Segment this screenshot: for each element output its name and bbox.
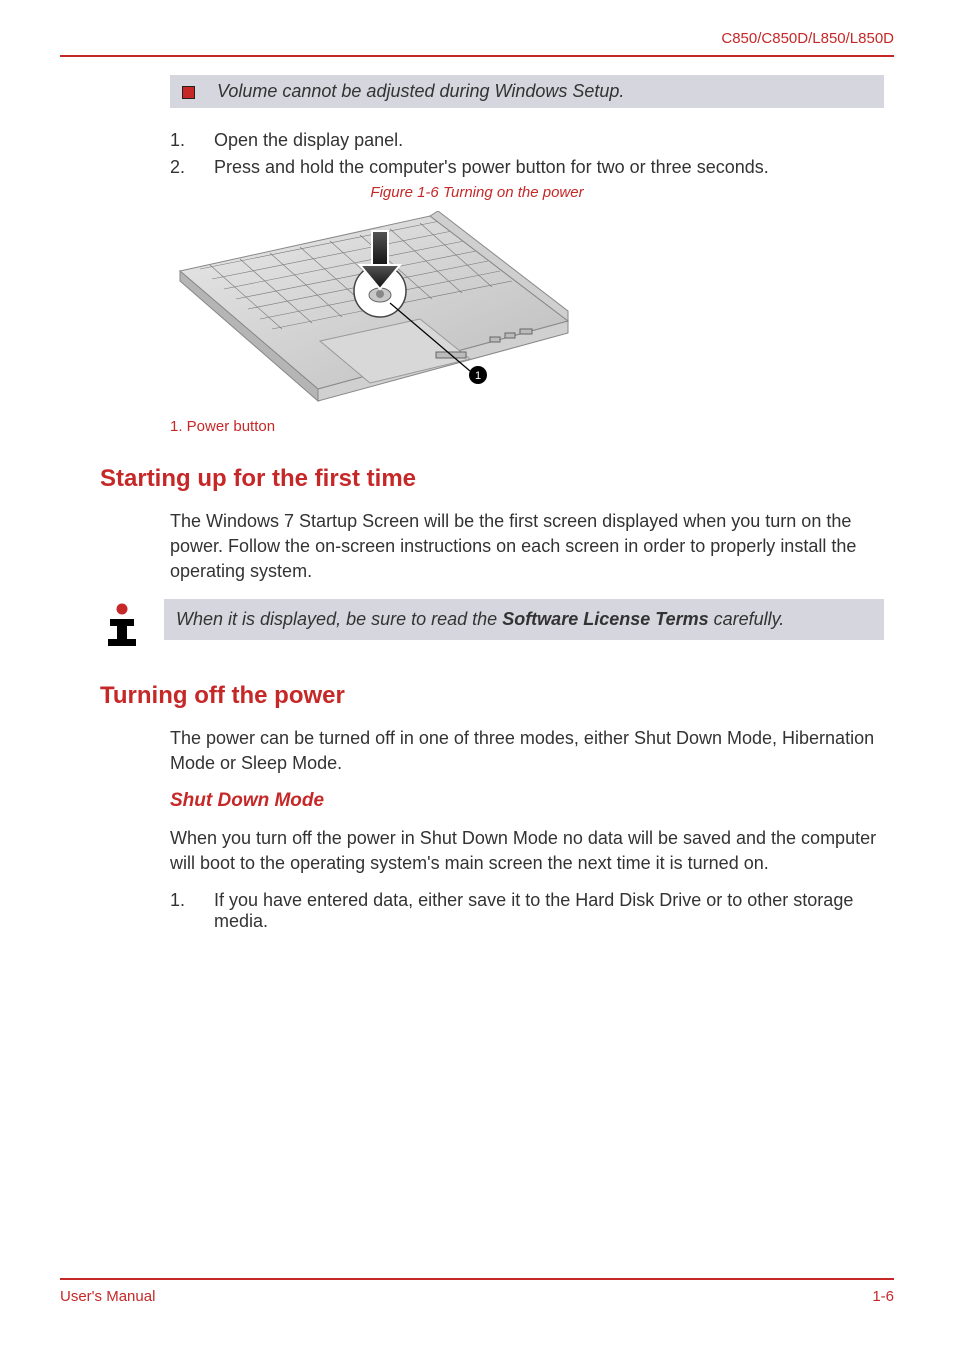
heading-turning-off: Turning off the power — [100, 682, 894, 710]
body-paragraph: The power can be turned off in one of th… — [170, 726, 884, 776]
list-text: Open the display panel. — [214, 130, 403, 151]
list-text: If you have entered data, either save it… — [214, 890, 884, 932]
list-text: Press and hold the computer's power butt… — [214, 157, 769, 178]
footer-rule — [60, 1278, 894, 1280]
info-note-box: When it is displayed, be sure to read th… — [164, 599, 884, 640]
footer: User's Manual 1-6 — [60, 1278, 894, 1305]
heading-shutdown-mode: Shut Down Mode — [170, 790, 884, 812]
ordered-list: 1. Open the display panel. 2. Press and … — [170, 130, 884, 178]
info-note-prefix: When it is displayed, be sure to read th… — [176, 609, 502, 629]
laptop-figure: 1 — [170, 211, 894, 406]
info-note-suffix: carefully. — [709, 609, 785, 629]
square-bullet-icon — [182, 86, 195, 99]
svg-text:1: 1 — [475, 370, 481, 382]
heading-starting-up: Starting up for the first time — [100, 465, 894, 493]
note-block: Volume cannot be adjusted during Windows… — [170, 75, 884, 108]
laptop-illustration-icon: 1 — [170, 211, 570, 406]
figure-caption: Figure 1-6 Turning on the power — [60, 184, 894, 201]
header-model: C850/C850D/L850/L850D — [60, 30, 894, 47]
steps-list-1: 1. Open the display panel. 2. Press and … — [170, 130, 884, 178]
body-paragraph: When you turn off the power in Shut Down… — [170, 826, 884, 876]
starting-body-block: The Windows 7 Startup Screen will be the… — [170, 509, 884, 585]
list-item: 2. Press and hold the computer's power b… — [170, 157, 884, 178]
note-box: Volume cannot be adjusted during Windows… — [170, 75, 884, 108]
ordered-list: 1. If you have entered data, either save… — [170, 890, 884, 932]
list-item: 1. Open the display panel. — [170, 130, 884, 151]
list-number: 1. — [170, 890, 190, 932]
info-note-row: When it is displayed, be sure to read th… — [100, 599, 884, 652]
info-icon — [100, 599, 144, 652]
footer-row: User's Manual 1-6 — [60, 1288, 894, 1305]
body-paragraph: The Windows 7 Startup Screen will be the… — [170, 509, 884, 585]
note-text: Volume cannot be adjusted during Windows… — [217, 81, 624, 102]
figure-label: 1. Power button — [170, 418, 894, 435]
page: C850/C850D/L850/L850D Volume cannot be a… — [0, 0, 954, 1345]
list-item: 1. If you have entered data, either save… — [170, 890, 884, 932]
header-rule — [60, 55, 894, 57]
turning-off-body-block: The power can be turned off in one of th… — [170, 726, 884, 933]
list-number: 2. — [170, 157, 190, 178]
footer-right: 1-6 — [872, 1288, 894, 1305]
footer-left: User's Manual — [60, 1288, 155, 1305]
list-number: 1. — [170, 130, 190, 151]
info-note-bold: Software License Terms — [502, 609, 708, 629]
